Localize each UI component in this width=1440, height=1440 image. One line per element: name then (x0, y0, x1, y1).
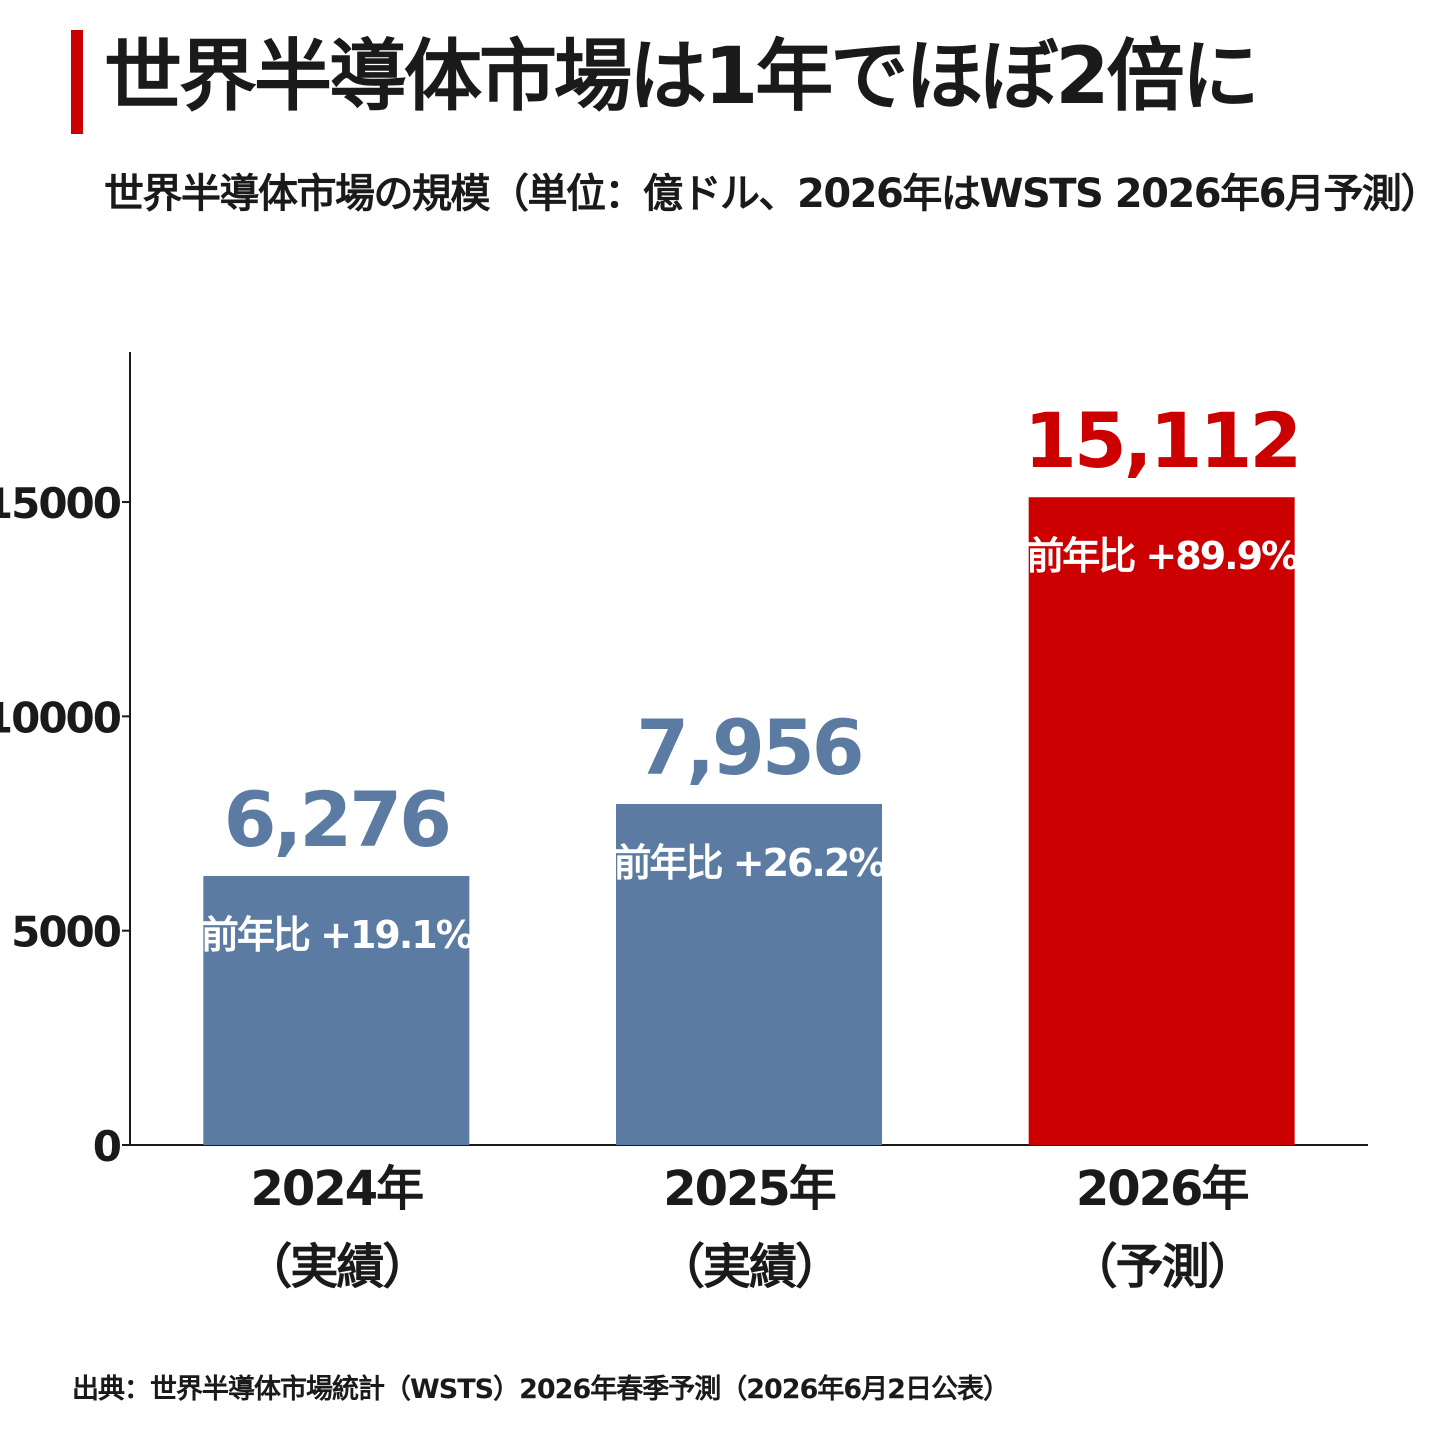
bar-value-label: 15,112 (1024, 396, 1299, 485)
source-note: 出典：世界半導体市場統計（WSTS）2026年春季予測（2026年6月2日公表） (72, 1374, 1010, 1405)
chart-subtitle: 世界半導体市場の規模（単位：億ドル、2026年はWSTS 2026年6月予測） (104, 171, 1440, 217)
x-tick-label: 2026年 (1076, 1161, 1249, 1217)
bar-growth-label: 前年比 +89.9% (1026, 534, 1298, 578)
bar-growth-label: 前年比 +26.2% (614, 841, 886, 885)
x-tick-label: （実績） (244, 1239, 428, 1295)
bar (203, 875, 470, 1145)
title-accent-bar (71, 30, 83, 134)
bar-value-label: 6,276 (224, 775, 449, 864)
bar-growth-label: 前年比 +19.1% (201, 913, 473, 957)
x-tick-label: （実績） (657, 1239, 841, 1295)
y-tick-label: 0 (93, 1122, 121, 1171)
y-tick-label: 10000 (0, 693, 121, 742)
y-tick-label: 5000 (11, 908, 121, 957)
x-tick-label: 2024年 (251, 1161, 424, 1217)
x-tick-label: 2025年 (663, 1161, 836, 1217)
y-tick-label: 15000 (0, 479, 121, 528)
x-tick-label: （予測） (1070, 1239, 1254, 1295)
bar (1028, 497, 1295, 1145)
bar-value-label: 7,956 (636, 703, 861, 792)
chart-title: 世界半導体市場は1年でほぼ2倍に (104, 32, 1260, 122)
bar (616, 803, 882, 1145)
